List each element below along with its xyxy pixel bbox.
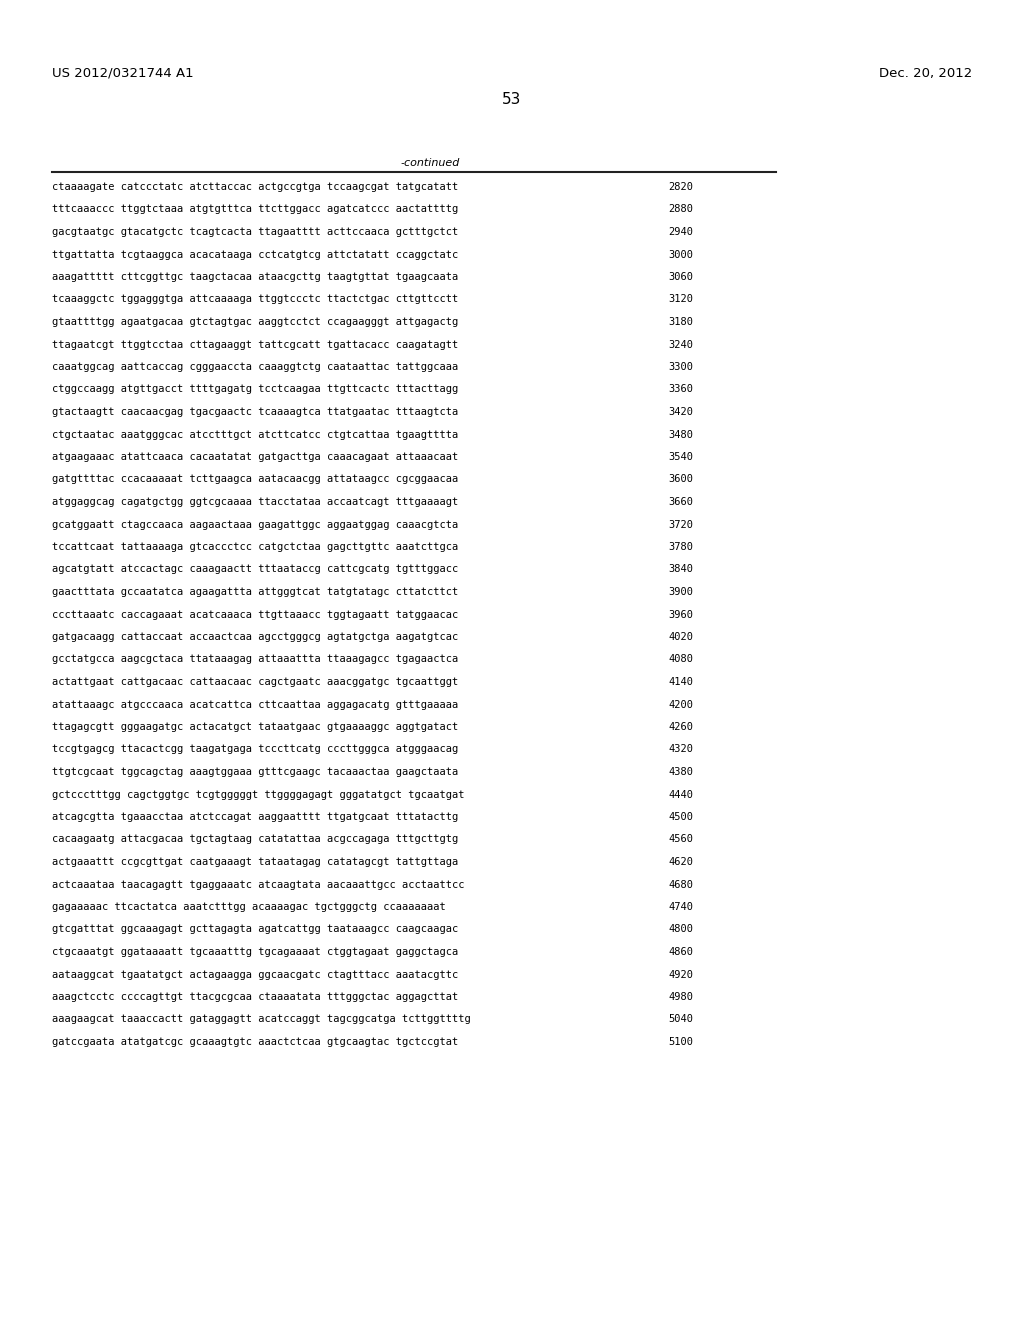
Text: ttagaatcgt ttggtcctaa cttagaaggt tattcgcatt tgattacacc caagatagtt: ttagaatcgt ttggtcctaa cttagaaggt tattcgc… bbox=[52, 339, 459, 350]
Text: 4260: 4260 bbox=[668, 722, 693, 733]
Text: 3240: 3240 bbox=[668, 339, 693, 350]
Text: 3420: 3420 bbox=[668, 407, 693, 417]
Text: cccttaaatc caccagaaat acatcaaaca ttgttaaacc tggtagaatt tatggaacac: cccttaaatc caccagaaat acatcaaaca ttgttaa… bbox=[52, 610, 459, 619]
Text: 4740: 4740 bbox=[668, 902, 693, 912]
Text: tccgtgagcg ttacactcgg taagatgaga tcccttcatg cccttgggca atgggaacag: tccgtgagcg ttacactcgg taagatgaga tcccttc… bbox=[52, 744, 459, 755]
Text: 3780: 3780 bbox=[668, 543, 693, 552]
Text: atattaaagc atgcccaaca acatcattca cttcaattaa aggagacatg gtttgaaaaa: atattaaagc atgcccaaca acatcattca cttcaat… bbox=[52, 700, 459, 710]
Text: gacgtaatgc gtacatgctc tcagtcacta ttagaatttt acttccaaca gctttgctct: gacgtaatgc gtacatgctc tcagtcacta ttagaat… bbox=[52, 227, 459, 238]
Text: gcatggaatt ctagccaaca aagaactaaa gaagattggc aggaatggag caaacgtcta: gcatggaatt ctagccaaca aagaactaaa gaagatt… bbox=[52, 520, 459, 529]
Text: 2880: 2880 bbox=[668, 205, 693, 214]
Text: gatgacaagg cattaccaat accaactcaa agcctgggcg agtatgctga aagatgtcac: gatgacaagg cattaccaat accaactcaa agcctgg… bbox=[52, 632, 459, 642]
Text: 3660: 3660 bbox=[668, 498, 693, 507]
Text: aaagctcctc ccccagttgt ttacgcgcaa ctaaaatata tttgggctac aggagcttat: aaagctcctc ccccagttgt ttacgcgcaa ctaaaat… bbox=[52, 993, 459, 1002]
Text: 4920: 4920 bbox=[668, 969, 693, 979]
Text: tcaaaggctc tggagggtga attcaaaaga ttggtccctc ttactctgac cttgttcctt: tcaaaggctc tggagggtga attcaaaaga ttggtcc… bbox=[52, 294, 459, 305]
Text: 5040: 5040 bbox=[668, 1015, 693, 1024]
Text: 2820: 2820 bbox=[668, 182, 693, 191]
Text: gatccgaata atatgatcgc gcaaagtgtc aaactctcaa gtgcaagtac tgctccgtat: gatccgaata atatgatcgc gcaaagtgtc aaactct… bbox=[52, 1038, 459, 1047]
Text: 53: 53 bbox=[503, 92, 521, 107]
Text: aaagattttt cttcggttgc taagctacaa ataacgcttg taagtgttat tgaagcaata: aaagattttt cttcggttgc taagctacaa ataacgc… bbox=[52, 272, 459, 282]
Text: ctggccaagg atgttgacct ttttgagatg tcctcaagaa ttgttcactc tttacttagg: ctggccaagg atgttgacct ttttgagatg tcctcaa… bbox=[52, 384, 459, 395]
Text: 4200: 4200 bbox=[668, 700, 693, 710]
Text: gctccctttgg cagctggtgc tcgtgggggt ttggggagagt gggatatgct tgcaatgat: gctccctttgg cagctggtgc tcgtgggggt ttgggg… bbox=[52, 789, 465, 800]
Text: 3120: 3120 bbox=[668, 294, 693, 305]
Text: 4980: 4980 bbox=[668, 993, 693, 1002]
Text: caaatggcag aattcaccag cgggaaccta caaaggtctg caataattac tattggcaaa: caaatggcag aattcaccag cgggaaccta caaaggt… bbox=[52, 362, 459, 372]
Text: 3540: 3540 bbox=[668, 451, 693, 462]
Text: actattgaat cattgacaac cattaacaac cagctgaatc aaacggatgc tgcaattggt: actattgaat cattgacaac cattaacaac cagctga… bbox=[52, 677, 459, 686]
Text: actgaaattt ccgcgttgat caatgaaagt tataatagag catatagcgt tattgttaga: actgaaattt ccgcgttgat caatgaaagt tataata… bbox=[52, 857, 459, 867]
Text: 4320: 4320 bbox=[668, 744, 693, 755]
Text: 4080: 4080 bbox=[668, 655, 693, 664]
Text: ttagagcgtt gggaagatgc actacatgct tataatgaac gtgaaaaggc aggtgatact: ttagagcgtt gggaagatgc actacatgct tataatg… bbox=[52, 722, 459, 733]
Text: 4560: 4560 bbox=[668, 834, 693, 845]
Text: atgaagaaac atattcaaca cacaatatat gatgacttga caaacagaat attaaacaat: atgaagaaac atattcaaca cacaatatat gatgact… bbox=[52, 451, 459, 462]
Text: 3840: 3840 bbox=[668, 565, 693, 574]
Text: atcagcgtta tgaaacctaa atctccagat aaggaatttt ttgatgcaat tttatacttg: atcagcgtta tgaaacctaa atctccagat aaggaat… bbox=[52, 812, 459, 822]
Text: 2940: 2940 bbox=[668, 227, 693, 238]
Text: 3060: 3060 bbox=[668, 272, 693, 282]
Text: 4440: 4440 bbox=[668, 789, 693, 800]
Text: 3360: 3360 bbox=[668, 384, 693, 395]
Text: gtcgatttat ggcaaagagt gcttagagta agatcattgg taataaagcc caagcaagac: gtcgatttat ggcaaagagt gcttagagta agatcat… bbox=[52, 924, 459, 935]
Text: atggaggcag cagatgctgg ggtcgcaaaa ttacctataa accaatcagt tttgaaaagt: atggaggcag cagatgctgg ggtcgcaaaa ttaccta… bbox=[52, 498, 459, 507]
Text: 3180: 3180 bbox=[668, 317, 693, 327]
Text: 4680: 4680 bbox=[668, 879, 693, 890]
Text: gatgttttac ccacaaaaat tcttgaagca aatacaacgg attataagcc cgcggaacaa: gatgttttac ccacaaaaat tcttgaagca aatacaa… bbox=[52, 474, 459, 484]
Text: 3900: 3900 bbox=[668, 587, 693, 597]
Text: ttgattatta tcgtaaggca acacataaga cctcatgtcg attctatatt ccaggctatc: ttgattatta tcgtaaggca acacataaga cctcatg… bbox=[52, 249, 459, 260]
Text: actcaaataa taacagagtt tgaggaaatc atcaagtata aacaaattgcc acctaattcc: actcaaataa taacagagtt tgaggaaatc atcaagt… bbox=[52, 879, 465, 890]
Text: ctgctaatac aaatgggcac atcctttgct atcttcatcc ctgtcattaa tgaagtttta: ctgctaatac aaatgggcac atcctttgct atcttca… bbox=[52, 429, 459, 440]
Text: 3000: 3000 bbox=[668, 249, 693, 260]
Text: gaactttata gccaatatca agaagattta attgggtcat tatgtatagc cttatcttct: gaactttata gccaatatca agaagattta attgggt… bbox=[52, 587, 459, 597]
Text: 3960: 3960 bbox=[668, 610, 693, 619]
Text: 3600: 3600 bbox=[668, 474, 693, 484]
Text: aataaggcat tgaatatgct actagaagga ggcaacgatc ctagtttacc aaatacgttc: aataaggcat tgaatatgct actagaagga ggcaacg… bbox=[52, 969, 459, 979]
Text: 4140: 4140 bbox=[668, 677, 693, 686]
Text: cacaagaatg attacgacaa tgctagtaag catatattaa acgccagaga tttgcttgtg: cacaagaatg attacgacaa tgctagtaag catatat… bbox=[52, 834, 459, 845]
Text: gcctatgcca aagcgctaca ttataaagag attaaattta ttaaagagcc tgagaactca: gcctatgcca aagcgctaca ttataaagag attaaat… bbox=[52, 655, 459, 664]
Text: 4860: 4860 bbox=[668, 946, 693, 957]
Text: gtaattttgg agaatgacaa gtctagtgac aaggtcctct ccagaagggt attgagactg: gtaattttgg agaatgacaa gtctagtgac aaggtcc… bbox=[52, 317, 459, 327]
Text: tttcaaaccc ttggtctaaa atgtgtttca ttcttggacc agatcatccc aactattttg: tttcaaaccc ttggtctaaa atgtgtttca ttcttgg… bbox=[52, 205, 459, 214]
Text: 5100: 5100 bbox=[668, 1038, 693, 1047]
Text: 4020: 4020 bbox=[668, 632, 693, 642]
Text: 4500: 4500 bbox=[668, 812, 693, 822]
Text: 3300: 3300 bbox=[668, 362, 693, 372]
Text: ctaaaagate catccctatc atcttaccac actgccgtga tccaagcgat tatgcatatt: ctaaaagate catccctatc atcttaccac actgccg… bbox=[52, 182, 459, 191]
Text: US 2012/0321744 A1: US 2012/0321744 A1 bbox=[52, 67, 194, 81]
Text: tccattcaat tattaaaaga gtcaccctcc catgctctaa gagcttgttc aaatcttgca: tccattcaat tattaaaaga gtcaccctcc catgctc… bbox=[52, 543, 459, 552]
Text: 4800: 4800 bbox=[668, 924, 693, 935]
Text: -continued: -continued bbox=[400, 158, 460, 168]
Text: gtactaagtt caacaacgag tgacgaactc tcaaaagtca ttatgaatac tttaagtcta: gtactaagtt caacaacgag tgacgaactc tcaaaag… bbox=[52, 407, 459, 417]
Text: 3720: 3720 bbox=[668, 520, 693, 529]
Text: Dec. 20, 2012: Dec. 20, 2012 bbox=[879, 67, 972, 81]
Text: 3480: 3480 bbox=[668, 429, 693, 440]
Text: ttgtcgcaat tggcagctag aaagtggaaa gtttcgaagc tacaaactaa gaagctaata: ttgtcgcaat tggcagctag aaagtggaaa gtttcga… bbox=[52, 767, 459, 777]
Text: agcatgtatt atccactagc caaagaactt tttaataccg cattcgcatg tgtttggacc: agcatgtatt atccactagc caaagaactt tttaata… bbox=[52, 565, 459, 574]
Text: gagaaaaac ttcactatca aaatctttgg acaaaagac tgctgggctg ccaaaaaaat: gagaaaaac ttcactatca aaatctttgg acaaaaga… bbox=[52, 902, 445, 912]
Text: aaagaagcat taaaccactt gataggagtt acatccaggt tagcggcatga tcttggttttg: aaagaagcat taaaccactt gataggagtt acatcca… bbox=[52, 1015, 471, 1024]
Text: ctgcaaatgt ggataaaatt tgcaaatttg tgcagaaaat ctggtagaat gaggctagca: ctgcaaatgt ggataaaatt tgcaaatttg tgcagaa… bbox=[52, 946, 459, 957]
Text: 4380: 4380 bbox=[668, 767, 693, 777]
Text: 4620: 4620 bbox=[668, 857, 693, 867]
